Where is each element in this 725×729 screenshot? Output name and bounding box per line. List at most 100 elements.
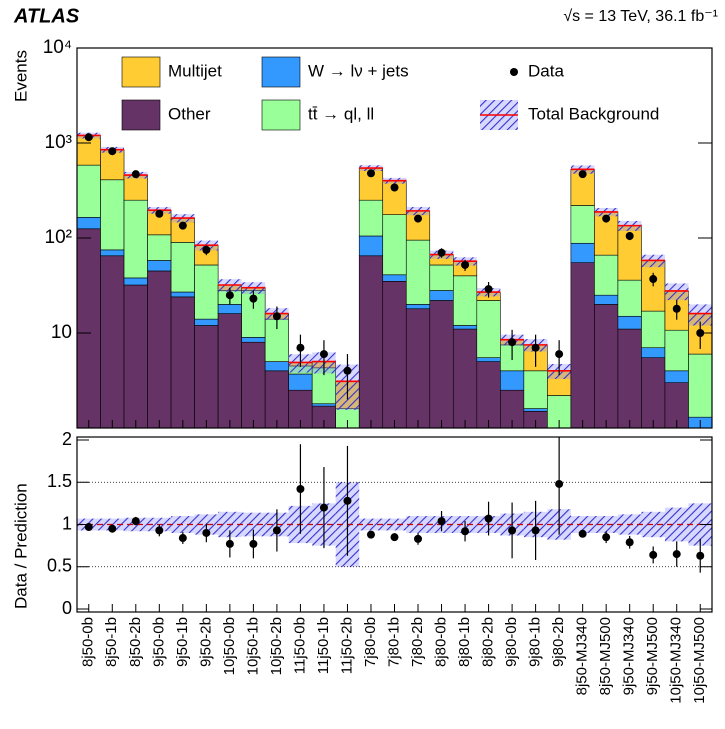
bar-segment [123,174,148,201]
bar-segment [594,304,619,428]
bar-segment [288,373,313,391]
data-point [155,209,164,218]
x-tick-label: 11j50-2b [338,617,355,674]
ratio-band [382,518,407,531]
x-tick-label: 8j80-2b [480,617,497,667]
y-tick-label: 10³ [45,132,72,153]
x-tick-label: 10j50-2b [268,617,285,675]
data-point [602,214,611,223]
x-tick-label: 8j50-MJ340 [574,617,591,695]
data-point [508,338,517,347]
bar-segment [123,284,148,428]
x-tick-label: 10j50-0b [221,617,238,675]
data-point [390,183,399,192]
x-tick-label: 9j50-MJ500 [644,617,661,695]
bar-segment [194,318,219,326]
bar-segment [405,239,431,305]
legend-label: Data [528,61,564,80]
ratio-point [366,530,375,539]
bar-segment [476,357,501,362]
y-tick-label: 0 [62,598,72,618]
y-tick-label: 10 [51,322,72,343]
data-point [437,248,446,257]
y-tick-label: 0.5 [47,556,72,576]
x-tick-label: 9j50-MJ340 [621,617,638,695]
ratio-band [641,511,665,538]
bar-segment [500,370,525,391]
ratio-point [531,526,540,535]
bar-segment [594,294,619,305]
bar-segment [335,427,360,428]
x-tick-label: 10j50-MJ500 [691,617,708,704]
ratio-point [649,550,658,559]
bar-segment [100,179,125,251]
bar-segment [217,304,242,314]
bar-segment [429,264,454,291]
bar-segment [358,199,384,237]
data-point [343,366,352,375]
data-point [461,260,470,269]
bar-segment [429,290,454,301]
data-point [108,147,117,156]
x-tick-label: 7j80-2b [409,617,426,667]
x-tick-label: 9j80-0b [503,617,520,667]
bar-segment [594,254,619,296]
bar-segment [617,279,642,317]
data-point [131,170,140,179]
bar-segment [358,255,384,428]
ratio-point [625,538,634,547]
x-tick-label: 9j80-2b [550,617,567,667]
legend-label: W → lν + jets [308,61,409,80]
ratio-point [696,551,705,560]
subtitle: √s = 13 TeV, 36.1 fb⁻¹ [563,8,718,25]
ratio-point [155,526,164,535]
bar-segment [241,337,266,343]
bar-segment [641,347,666,358]
bar-segment [170,242,195,293]
x-tick-label: 9j50-1b [174,617,191,667]
bar-segment [264,361,289,372]
uncertainty-band [664,283,689,301]
bar-segment [170,291,195,298]
data-point [414,214,423,223]
legend-label: Total Background [528,104,659,123]
data-point [296,343,305,352]
ratio-plot [77,437,712,573]
bar-segment [476,300,501,358]
ratio-point [578,529,587,538]
data-point [531,343,540,352]
bar-segment [311,403,337,407]
bar-segment [405,304,431,310]
x-tick-label: 11j50-0b [291,617,308,674]
x-tick-label: 9j50-2b [197,617,214,667]
legend-swatch [261,56,301,88]
bar-segment [664,370,689,383]
ratio-point [108,524,117,533]
bar-segment [170,296,195,428]
data-point [625,231,634,240]
x-tick-label: 10j50-MJ340 [668,617,685,704]
data-point [672,304,681,313]
data-point [178,221,187,230]
bar-segment [100,249,125,257]
x-tick-label: 7j80-1b [385,617,402,667]
bar-segment [77,164,101,218]
x-tick-label: 8j80-0b [433,617,450,667]
uncertainty-band [688,304,712,326]
bar-segment [194,325,219,428]
bar-segment [147,270,172,428]
bar-segment [617,315,642,330]
ratio-point [296,485,305,494]
bar-segment [570,205,595,244]
ratio-point [672,550,681,559]
bar-segment [241,341,266,428]
legend-label: Multijet [168,61,222,80]
bar-segment [77,228,101,428]
ratio-point [461,527,470,536]
bar-segment [570,262,595,428]
bar-segment [77,217,101,230]
legend-marker [510,68,518,76]
x-tick-label: 8j50-1b [103,617,120,667]
ratio-point [178,534,187,543]
ratio-point [131,517,140,526]
